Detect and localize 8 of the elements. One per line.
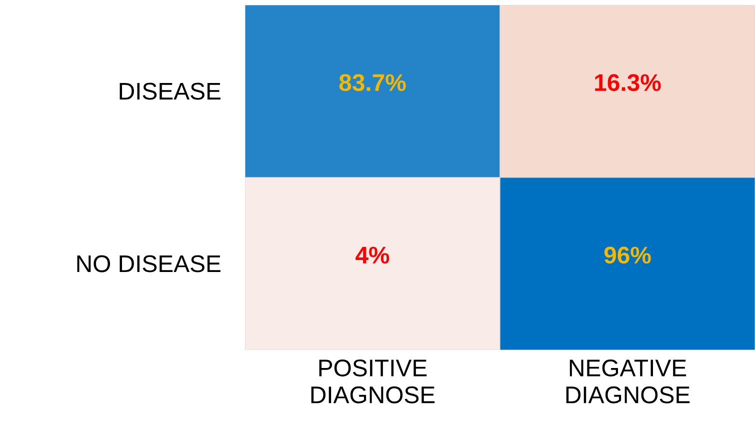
data-label: 4% — [356, 246, 390, 264]
x-tick-label: NEGATIVE DIAGNOSE — [566, 360, 690, 404]
y-tick-label: NO DISEASE — [77, 255, 220, 272]
data-label: 83.7% — [339, 74, 406, 92]
y-tick-label: DISEASE — [120, 82, 220, 100]
data-label: 16.3% — [595, 74, 661, 92]
x-tick-label: POSITIVE DIAGNOSE — [311, 360, 435, 404]
data-label: 96% — [604, 246, 651, 264]
